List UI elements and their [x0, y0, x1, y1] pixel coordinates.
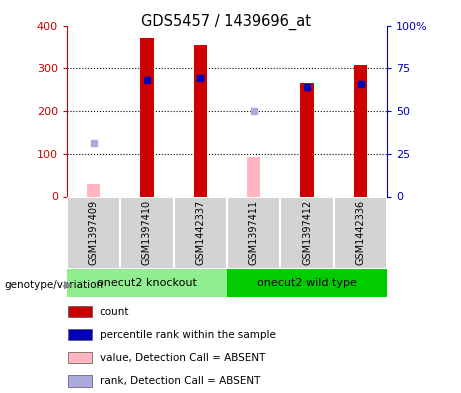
Bar	[227, 269, 387, 297]
Text: GSM1397410: GSM1397410	[142, 200, 152, 265]
Bar	[69, 329, 92, 340]
Bar	[227, 196, 280, 269]
Text: GSM1397409: GSM1397409	[89, 200, 99, 265]
Bar	[67, 196, 120, 269]
Bar	[140, 39, 154, 197]
Text: value, Detection Call = ABSENT: value, Detection Call = ABSENT	[100, 353, 265, 363]
Bar	[334, 196, 387, 269]
Bar	[280, 196, 334, 269]
Text: genotype/variation: genotype/variation	[5, 280, 104, 290]
Text: count: count	[100, 307, 129, 317]
Bar	[67, 269, 227, 297]
Text: GSM1442336: GSM1442336	[355, 200, 366, 265]
Text: onecut2 knockout: onecut2 knockout	[97, 278, 197, 288]
Text: percentile rank within the sample: percentile rank within the sample	[100, 330, 276, 340]
Bar	[174, 196, 227, 269]
Text: GSM1442337: GSM1442337	[195, 200, 205, 266]
Bar	[301, 83, 314, 196]
Bar	[247, 157, 260, 196]
Bar	[194, 45, 207, 196]
Bar	[120, 196, 174, 269]
Bar	[69, 306, 92, 317]
Text: GDS5457 / 1439696_at: GDS5457 / 1439696_at	[141, 14, 311, 30]
Text: rank, Detection Call = ABSENT: rank, Detection Call = ABSENT	[100, 376, 260, 386]
Bar	[87, 184, 100, 196]
Text: GSM1397412: GSM1397412	[302, 200, 312, 266]
Bar	[354, 65, 367, 196]
Text: ▶: ▶	[64, 280, 72, 290]
Bar	[69, 353, 92, 364]
Text: onecut2 wild type: onecut2 wild type	[257, 278, 357, 288]
Bar	[69, 375, 92, 387]
Text: GSM1397411: GSM1397411	[249, 200, 259, 265]
